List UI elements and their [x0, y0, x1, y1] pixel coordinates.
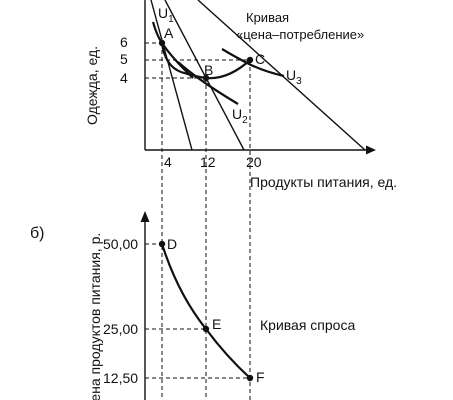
budget-line-1	[150, 0, 193, 151]
panel-b-label: б)	[30, 225, 45, 242]
point-e	[202, 325, 210, 333]
bottom-y-tick-50: 50,00	[103, 236, 138, 252]
bottom-y-tick-25: 25,00	[103, 321, 138, 337]
indifference-curve-u2	[177, 61, 239, 105]
point-b-label: B	[204, 62, 213, 78]
point-f	[246, 374, 254, 382]
bottom-y-tick-12-5: 12,50	[103, 370, 138, 386]
top-x-tick-4: 4	[164, 154, 172, 170]
indifference-curve-u3	[221, 48, 285, 78]
price-consumption-curve	[160, 42, 251, 80]
top-y-axis-label: Одежда, ед.	[84, 46, 100, 125]
top-y-tick-4: 4	[120, 70, 128, 86]
bottom-y-axis-arrow	[140, 211, 150, 222]
top-x-tick-12: 12	[200, 154, 216, 170]
top-y-tick-5: 5	[120, 51, 128, 67]
pcc-label-line2: «цена–потребление»	[236, 27, 364, 42]
point-a-label: A	[164, 25, 174, 41]
label-u3: U3	[286, 67, 302, 87]
label-u2: U2	[232, 106, 248, 126]
label-u1: U1	[158, 5, 174, 25]
bottom-panel: б) D E F Кривая спроса 50,00 25,00 12,50…	[30, 211, 355, 400]
point-c-label: C	[255, 51, 265, 67]
demand-curve-label: Кривая спроса	[260, 317, 355, 333]
top-y-tick-6: 6	[120, 34, 128, 50]
point-d	[158, 240, 166, 248]
budget-line-2	[164, 0, 245, 151]
top-x-tick-20: 20	[246, 154, 262, 170]
point-d-label: D	[167, 236, 177, 252]
top-panel: A B C U1 U2 U3 Кривая «цена–потребление»…	[84, 0, 397, 190]
top-x-axis-label: Продукты питания, ед.	[250, 174, 397, 190]
bottom-y-axis-label: Цена продуктов питания, р.	[87, 233, 103, 400]
top-x-axis-arrow	[366, 145, 376, 155]
point-f-label: F	[256, 369, 265, 385]
pcc-label-line1: Кривая	[246, 10, 289, 25]
panel-connectors	[161, 43, 251, 400]
point-e-label: E	[212, 316, 221, 332]
